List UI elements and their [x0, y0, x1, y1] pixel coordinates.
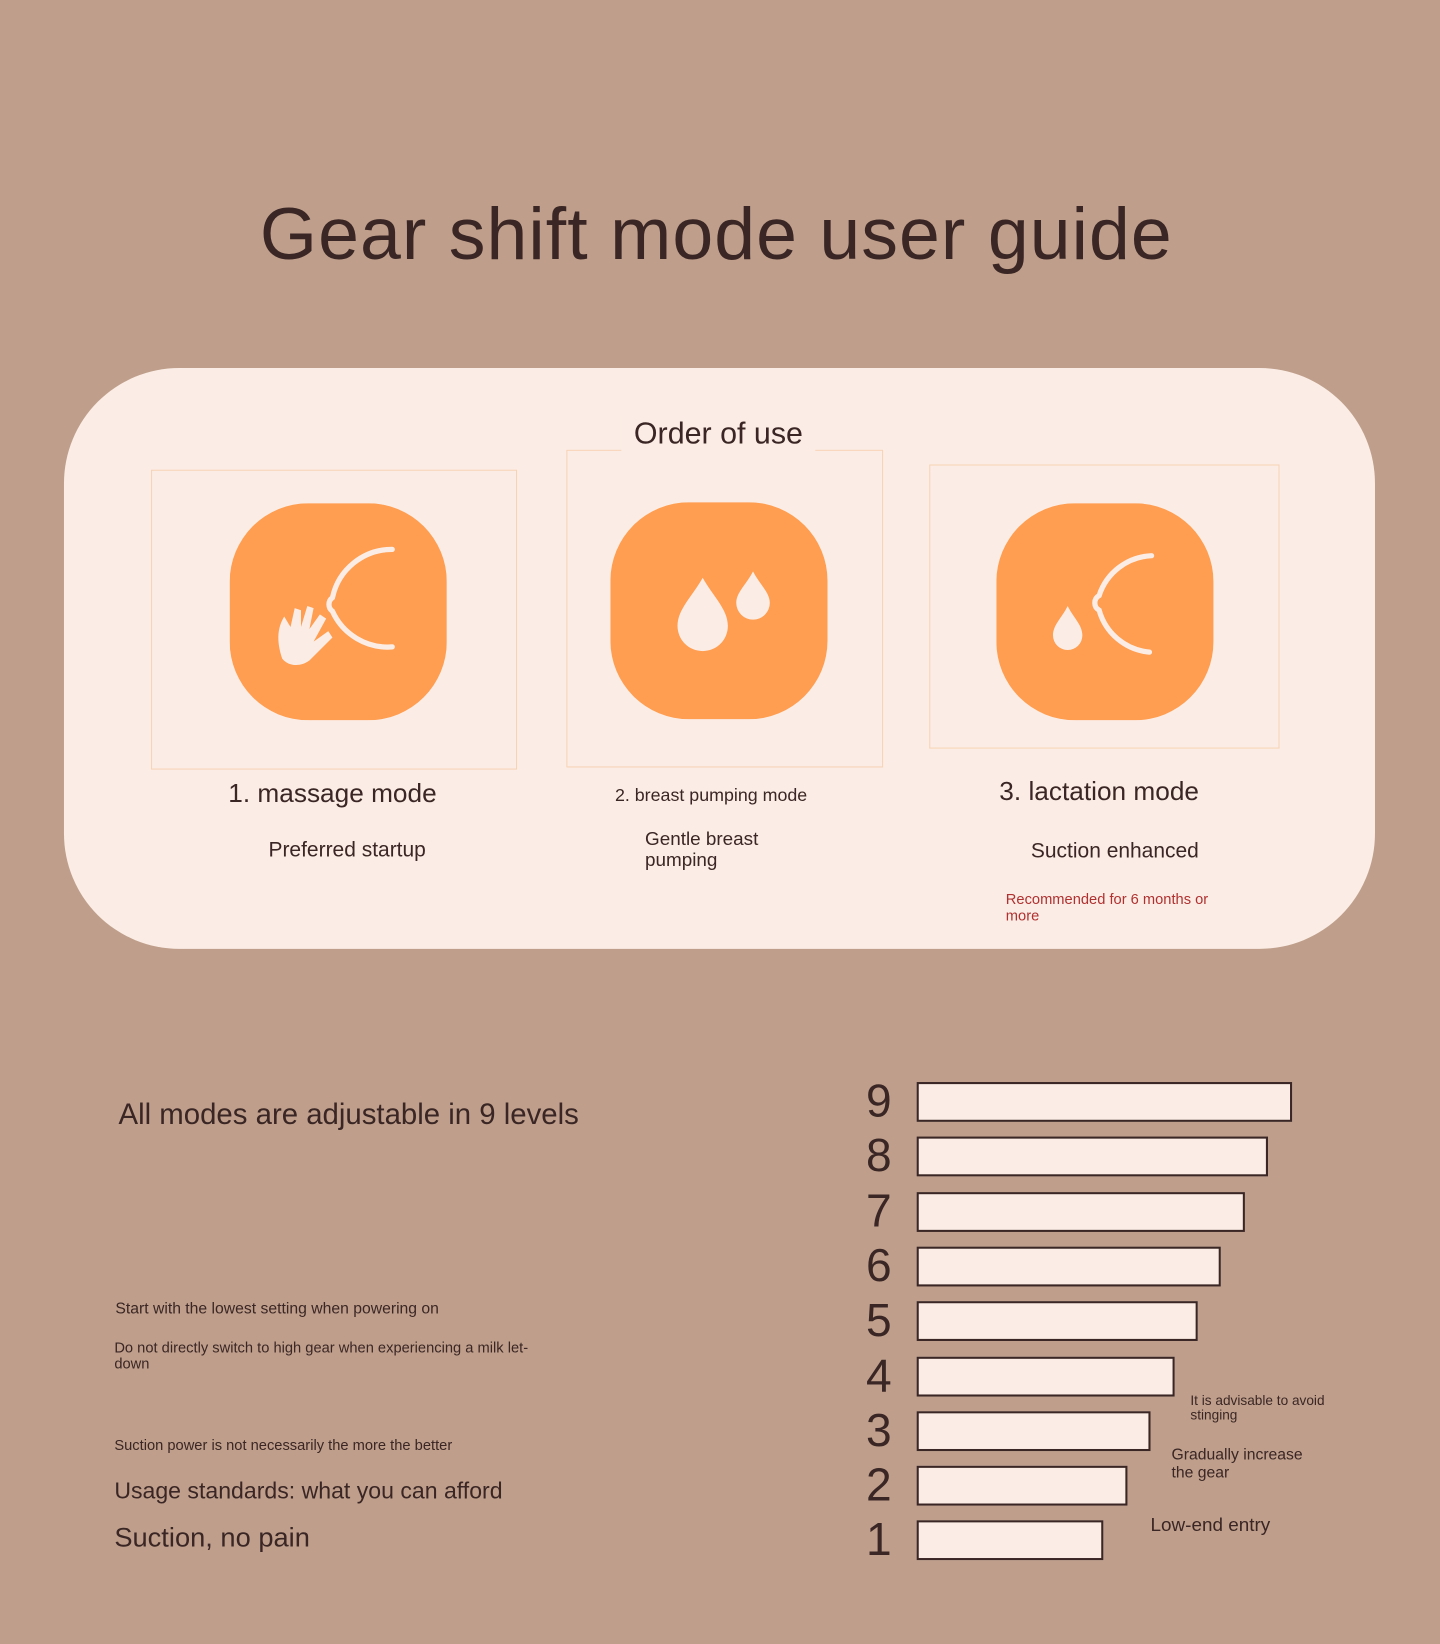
mode-name: 1. massage mode	[228, 779, 437, 809]
level-bar	[916, 1191, 1245, 1232]
mode-name: 2. breast pumping mode	[614, 785, 808, 806]
title: Gear shift mode user guide	[259, 192, 1173, 275]
level-bar	[916, 1136, 1269, 1177]
pumping-icon	[610, 502, 828, 720]
mode-name: 3. lactation mode	[999, 776, 1199, 807]
mode-description: Preferred startup	[268, 838, 426, 862]
levels-heading: All modes are adjustable in 9 levels	[118, 1097, 579, 1131]
level-number: 9	[866, 1075, 892, 1128]
section-heading: Order of use	[621, 417, 816, 453]
level-number: 5	[866, 1295, 892, 1347]
tip: Do not directly switch to high gear when…	[114, 1338, 529, 1372]
mode-frame	[151, 469, 518, 770]
level-number: 7	[866, 1185, 892, 1237]
mode-description: Suction enhanced	[1030, 839, 1199, 863]
level-number: 4	[866, 1349, 892, 1402]
level-note: Low-end entry	[1150, 1513, 1271, 1535]
level-bar	[916, 1465, 1128, 1506]
tip: Suction power is not necessarily the mor…	[114, 1436, 453, 1454]
mode-frame	[929, 464, 1280, 749]
level-number: 6	[866, 1240, 892, 1292]
level-bar	[916, 1356, 1175, 1397]
level-note: Gradually increase the gear	[1171, 1445, 1303, 1481]
level-number: 8	[866, 1130, 892, 1182]
level-number: 2	[866, 1459, 892, 1511]
level-bar	[916, 1246, 1222, 1287]
lactation-icon	[996, 503, 1214, 721]
level-number: 1	[866, 1514, 892, 1566]
standard: Usage standards: what you can afford	[114, 1477, 503, 1504]
tip: Start with the lowest setting when power…	[115, 1300, 439, 1318]
level-number: 3	[866, 1404, 892, 1457]
level-bar	[916, 1411, 1151, 1451]
standard: Suction, no pain	[114, 1521, 310, 1553]
level-bar	[916, 1520, 1104, 1561]
level-bar	[916, 1301, 1198, 1342]
mode-note: Recommended for 6 months or more	[1005, 890, 1209, 924]
level-bar	[916, 1082, 1292, 1122]
level-note: It is advisable to avoid stinging	[1190, 1392, 1325, 1424]
mode-description: Gentle breast pumping	[645, 828, 759, 871]
massage-icon	[229, 503, 447, 721]
